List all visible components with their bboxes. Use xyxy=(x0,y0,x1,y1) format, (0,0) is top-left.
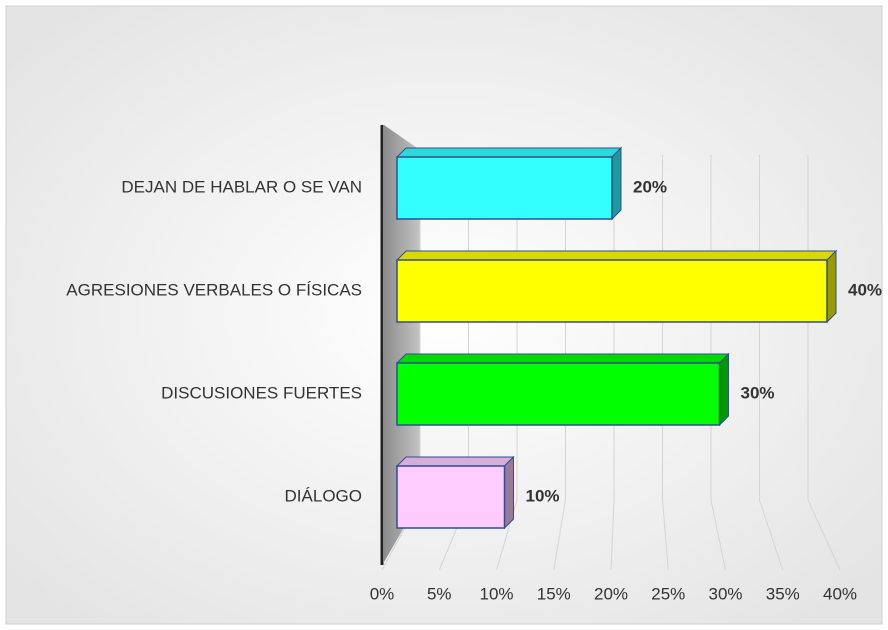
x-tick-label: 35% xyxy=(766,584,800,603)
x-tick-label: 0% xyxy=(370,584,395,603)
x-tick-label: 10% xyxy=(479,584,513,603)
bar xyxy=(396,259,828,323)
side-wall xyxy=(384,125,420,562)
bar-top xyxy=(395,456,515,467)
bar-side xyxy=(826,249,837,324)
x-tick-label: 40% xyxy=(823,584,857,603)
x-tick-label: 30% xyxy=(708,584,742,603)
x-tick-label: 20% xyxy=(594,584,628,603)
bar-side xyxy=(504,455,514,530)
bar-side xyxy=(611,146,622,221)
y-tick-label: AGRESIONES VERBALES O FÍSICAS xyxy=(66,280,362,299)
bar-top xyxy=(395,147,623,158)
data-label: 20% xyxy=(633,177,667,196)
data-label: 40% xyxy=(848,280,882,299)
data-label: 30% xyxy=(741,383,775,402)
bar xyxy=(396,465,506,529)
y-tick-label: DEJAN DE HABLAR O SE VAN xyxy=(121,177,362,196)
bar-side xyxy=(719,352,729,427)
data-label: 10% xyxy=(526,486,560,505)
x-tick-label: 25% xyxy=(651,584,685,603)
bar xyxy=(396,156,613,220)
x-tick-label: 5% xyxy=(427,584,452,603)
y-tick-label: DIÁLOGO xyxy=(285,486,362,505)
bar-top xyxy=(395,353,730,364)
bar-top xyxy=(395,250,838,261)
x-tick-label: 15% xyxy=(537,584,571,603)
bar xyxy=(396,362,721,426)
y-tick-label: DISCUSIONES FUERTES xyxy=(161,383,362,402)
